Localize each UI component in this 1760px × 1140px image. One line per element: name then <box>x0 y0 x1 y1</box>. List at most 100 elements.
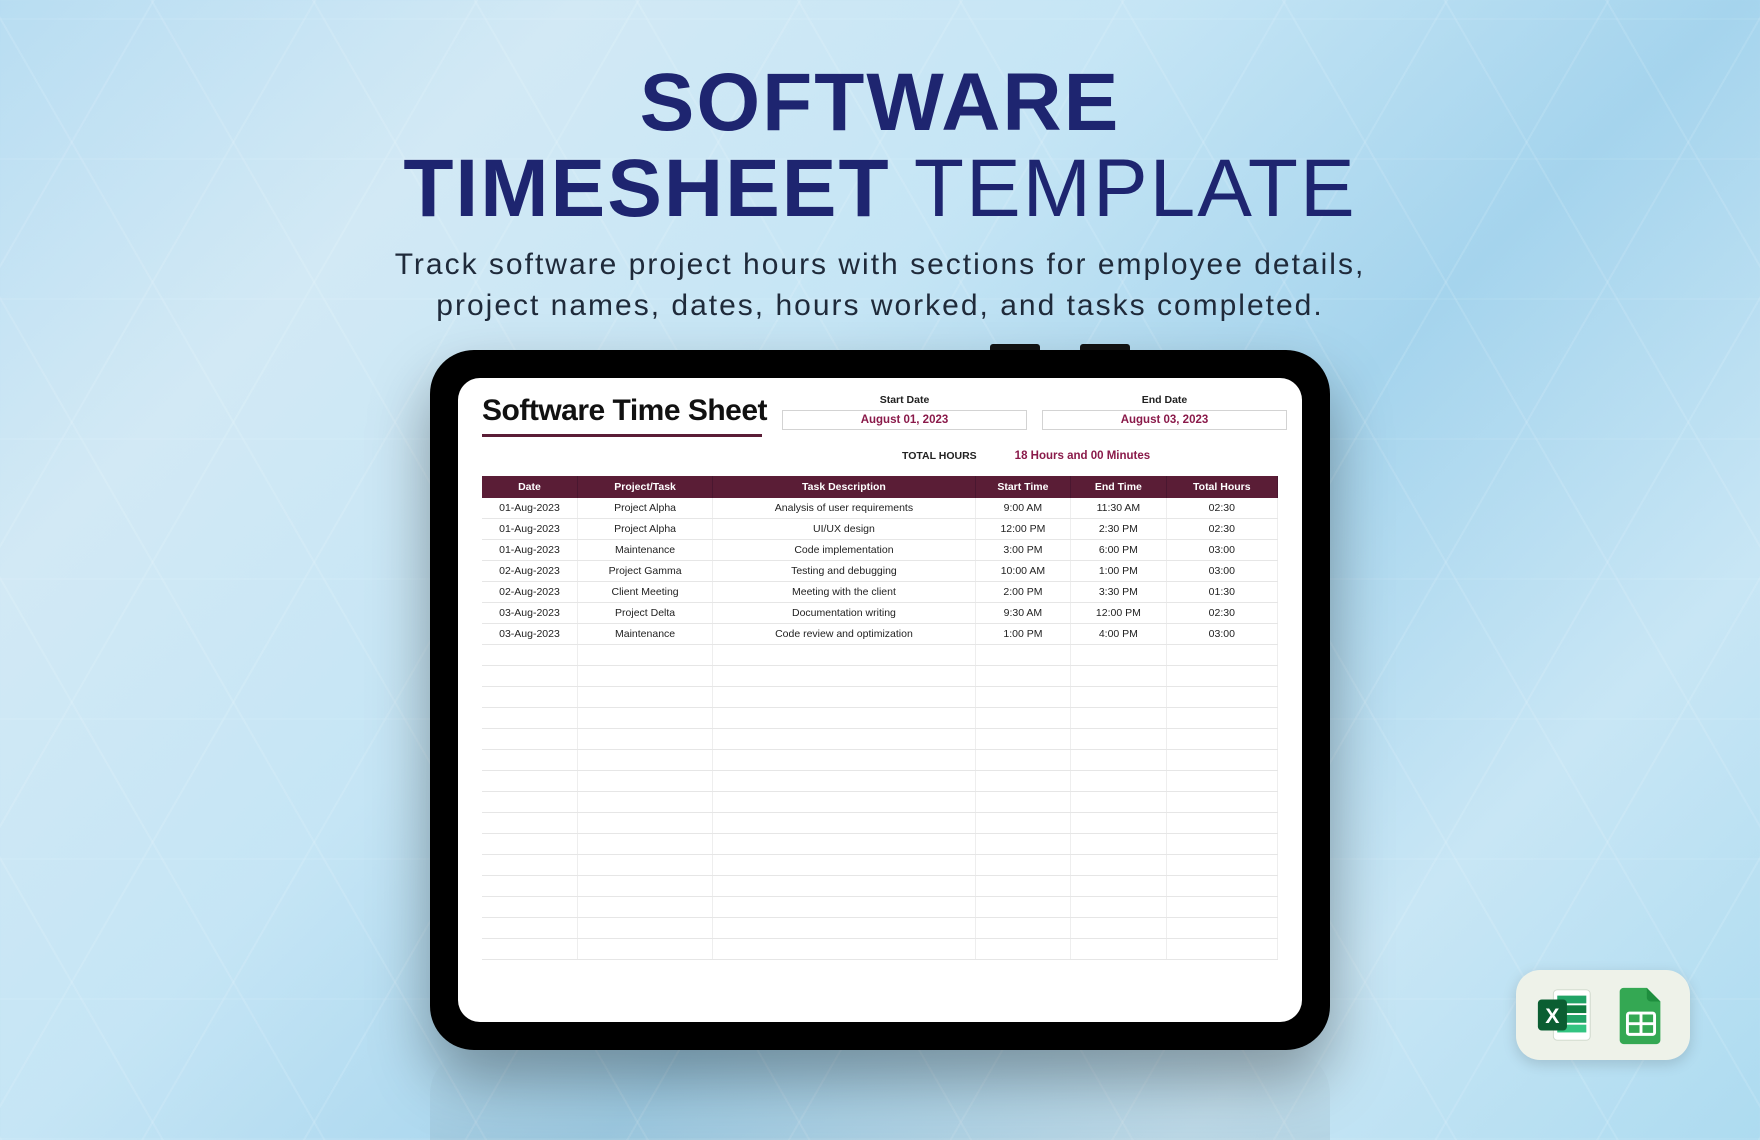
table-cell <box>713 876 976 897</box>
table-cell <box>975 876 1070 897</box>
table-cell <box>1166 834 1277 855</box>
table-cell: 9:00 AM <box>975 498 1070 519</box>
table-cell <box>1071 918 1166 939</box>
table-row: 03-Aug-2023Project DeltaDocumentation wr… <box>482 603 1278 624</box>
table-cell <box>577 708 712 729</box>
table-cell <box>713 771 976 792</box>
table-cell <box>975 792 1070 813</box>
table-cell <box>577 645 712 666</box>
table-row <box>482 687 1278 708</box>
table-cell <box>1071 708 1166 729</box>
table-cell <box>1166 666 1277 687</box>
table-cell <box>1071 855 1166 876</box>
table-cell <box>975 834 1070 855</box>
table-cell <box>1071 792 1166 813</box>
table-cell <box>577 897 712 918</box>
tablet-device: Software Time Sheet Start Date August 01… <box>430 350 1330 1050</box>
table-cell <box>1071 729 1166 750</box>
table-row <box>482 834 1278 855</box>
table-cell <box>975 666 1070 687</box>
end-date-label: End Date <box>1042 394 1287 406</box>
tablet-screen: Software Time Sheet Start Date August 01… <box>458 378 1302 1022</box>
table-cell <box>577 687 712 708</box>
table-cell: 03-Aug-2023 <box>482 603 577 624</box>
table-body: 01-Aug-2023Project AlphaAnalysis of user… <box>482 498 1278 960</box>
table-cell: 02:30 <box>1166 519 1277 540</box>
table-row: 01-Aug-2023MaintenanceCode implementatio… <box>482 540 1278 561</box>
table-cell <box>1071 750 1166 771</box>
table-cell <box>713 855 976 876</box>
table-cell <box>1071 834 1166 855</box>
table-cell: 3:30 PM <box>1071 582 1166 603</box>
table-cell: Maintenance <box>577 540 712 561</box>
table-cell <box>577 855 712 876</box>
table-cell <box>1166 855 1277 876</box>
table-cell: Meeting with the client <box>713 582 976 603</box>
app-icons-capsule: X <box>1516 970 1690 1060</box>
end-date-block: End Date August 03, 2023 <box>1042 394 1287 430</box>
table-cell <box>482 855 577 876</box>
table-cell <box>975 645 1070 666</box>
table-cell <box>975 939 1070 960</box>
headline-line1: SOFTWARE <box>640 57 1121 148</box>
table-cell: Project Alpha <box>577 498 712 519</box>
table-cell <box>1071 876 1166 897</box>
table-cell <box>482 708 577 729</box>
subtitle: Track software project hours with sectio… <box>0 245 1760 326</box>
table-cell <box>713 750 976 771</box>
table-cell <box>1166 897 1277 918</box>
table-cell: 12:00 PM <box>975 519 1070 540</box>
table-row <box>482 918 1278 939</box>
table-cell: 2:30 PM <box>1071 519 1166 540</box>
table-cell <box>577 939 712 960</box>
table-cell: Code implementation <box>713 540 976 561</box>
table-cell <box>482 813 577 834</box>
table-cell <box>482 918 577 939</box>
table-cell <box>1166 813 1277 834</box>
table-row <box>482 708 1278 729</box>
table-cell <box>577 918 712 939</box>
table-cell: UI/UX design <box>713 519 976 540</box>
table-cell <box>713 813 976 834</box>
table-cell: Project Delta <box>577 603 712 624</box>
table-cell <box>1071 666 1166 687</box>
table-cell: Project Alpha <box>577 519 712 540</box>
table-cell <box>482 939 577 960</box>
table-cell: 2:00 PM <box>975 582 1070 603</box>
svg-text:X: X <box>1545 1004 1560 1028</box>
table-cell: 02-Aug-2023 <box>482 561 577 582</box>
timesheet: Software Time Sheet Start Date August 01… <box>482 394 1278 1006</box>
table-cell <box>713 729 976 750</box>
table-cell: 01:30 <box>1166 582 1277 603</box>
table-cell <box>1071 771 1166 792</box>
table-cell: 02-Aug-2023 <box>482 582 577 603</box>
table-cell <box>577 876 712 897</box>
table-cell <box>713 834 976 855</box>
table-cell: 01-Aug-2023 <box>482 519 577 540</box>
table-cell <box>577 729 712 750</box>
table-cell <box>975 687 1070 708</box>
col-description: Task Description <box>713 476 976 498</box>
table-cell: Documentation writing <box>713 603 976 624</box>
table-row <box>482 813 1278 834</box>
table-cell <box>1071 645 1166 666</box>
headline: SOFTWARE TIMESHEET TEMPLATE <box>0 60 1760 232</box>
table-cell: 03:00 <box>1166 561 1277 582</box>
table-cell <box>577 813 712 834</box>
start-date-label: Start Date <box>782 394 1027 406</box>
total-hours-row: TOTAL HOURS 18 Hours and 00 Minutes <box>782 450 1278 462</box>
start-date-block: Start Date August 01, 2023 <box>782 394 1027 430</box>
table-cell <box>713 708 976 729</box>
table-cell <box>713 645 976 666</box>
table-cell: Project Gamma <box>577 561 712 582</box>
table-cell: Client Meeting <box>577 582 712 603</box>
table-cell <box>1166 729 1277 750</box>
table-cell <box>975 708 1070 729</box>
table-cell <box>713 792 976 813</box>
table-cell: 6:00 PM <box>1071 540 1166 561</box>
col-end-time: End Time <box>1071 476 1166 498</box>
title-underline <box>482 434 762 437</box>
table-row <box>482 792 1278 813</box>
table-cell: 10:00 AM <box>975 561 1070 582</box>
table-cell <box>1166 876 1277 897</box>
